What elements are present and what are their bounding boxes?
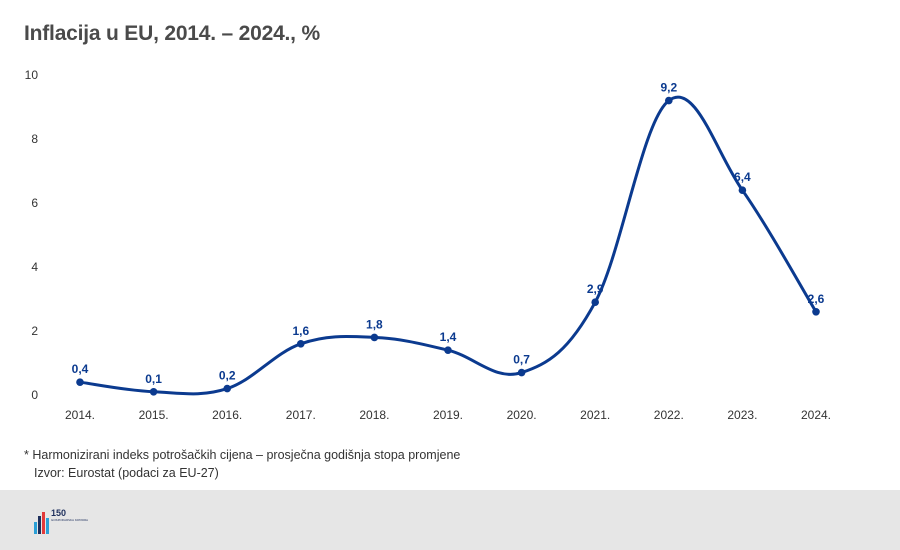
data-point [812,308,820,316]
y-tick-label: 0 [31,388,38,402]
footnote: * Harmonizirani indeks potrošačkih cijen… [24,448,461,462]
data-label: 2,6 [808,292,825,306]
x-tick-label: 2019. [433,408,463,422]
x-tick-label: 2020. [507,408,537,422]
x-tick-label: 2018. [359,408,389,422]
x-tick-label: 2024. [801,408,831,422]
data-label: 0,2 [219,369,236,383]
x-tick-label: 2021. [580,408,610,422]
data-label: 1,8 [366,317,383,331]
y-tick-label: 4 [31,260,38,274]
y-tick-label: 2 [31,324,38,338]
x-tick-label: 2022. [654,408,684,422]
logo-bars-icon [34,512,49,534]
chart-notes: * Harmonizirani indeks potrošačkih cijen… [24,446,460,482]
data-point [591,298,599,307]
data-label: 9,2 [660,81,677,95]
x-tick-label: 2015. [139,408,169,422]
data-label: 0,7 [513,353,530,367]
data-point [738,186,747,194]
source-note: Izvor: Eurostat (podaci za EU-27) [34,466,219,480]
data-point [76,378,84,387]
y-tick-label: 8 [31,132,38,146]
data-point [517,368,526,377]
chart-title: Inflacija u EU, 2014. – 2024., % [24,22,320,45]
x-tick-label: 2014. [65,408,95,422]
line-chart: 0 2 4 6 8 10 2014. 2015. 2016. 2017. 2018. 2019. 202… [25,68,831,422]
data-label: 1,4 [440,330,457,344]
logo-text: GOSPODARSKA KOMORA [51,519,89,522]
data-point [665,96,673,105]
x-tick-label: 2023. [727,408,757,422]
data-label: 0,4 [72,362,89,376]
data-label: 0,1 [145,372,162,386]
data-label: 2,9 [587,282,604,296]
x-tick-label: 2016. [212,408,242,422]
y-tick-label: 6 [31,196,38,210]
data-label: 1,6 [292,324,309,338]
data-point [297,340,305,348]
footer-bar: 150 GOSPODARSKA KOMORA [0,490,900,550]
data-point [370,333,379,342]
logo-number: 150 [51,508,67,518]
data-point [223,384,231,393]
organization-logo: 150 GOSPODARSKA KOMORA [34,508,94,534]
x-tick-label: 2017. [286,408,316,422]
data-point [149,388,158,396]
y-tick-label: 10 [25,68,39,82]
data-label: 6,4 [734,170,751,184]
data-point [444,346,452,355]
